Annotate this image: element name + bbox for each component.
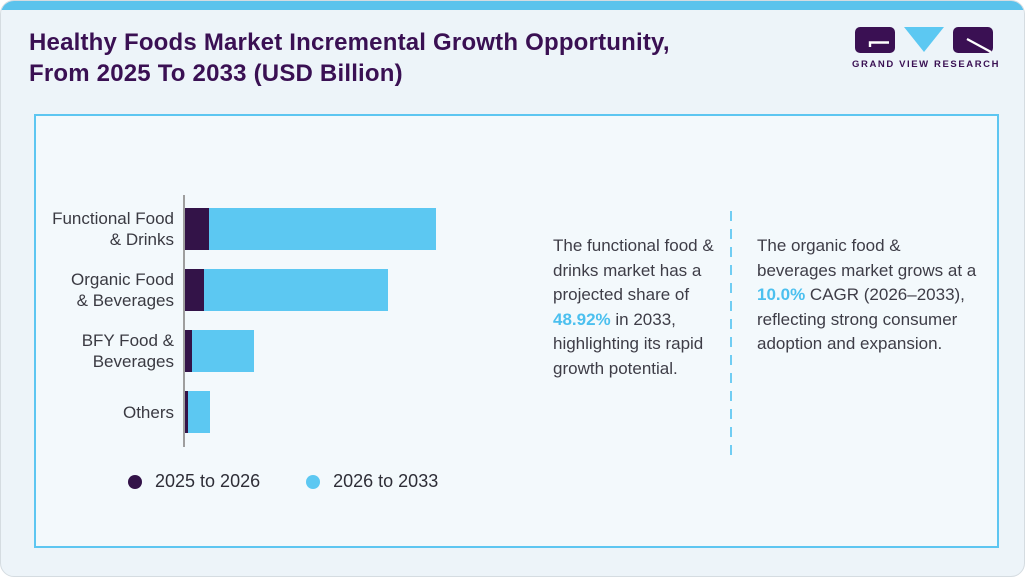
bar-track	[185, 391, 210, 433]
insight-highlight-cagr: 10.0%	[757, 285, 806, 304]
legend-dot	[306, 474, 321, 489]
page-title: Healthy Foods Market Incremental Growth …	[29, 29, 670, 87]
chart-panel: Functional Food & Drinks Organic Food & B…	[34, 114, 999, 548]
insight-organic-food: The organic food & beverages market grow…	[757, 234, 977, 357]
legend-label: 2026 to 2033	[333, 471, 439, 491]
top-accent-strip	[1, 1, 1024, 10]
bar-chart: Functional Food & Drinks Organic Food & B…	[51, 195, 436, 447]
bar-segment-2025-to-2026	[185, 208, 209, 250]
category-label: BFY Food & Beverages	[81, 331, 174, 371]
brand-logo: GRAND VIEW RESEARCH	[852, 27, 1001, 70]
legend-label: 2025 to 2026	[155, 471, 261, 491]
legend-item-2025-to-2026: 2025 to 2026	[128, 471, 260, 492]
category-label: Organic Food & Beverages	[71, 270, 174, 310]
chart-row: Functional Food & Drinks	[51, 208, 436, 250]
insight-highlight-share: 48.92%	[553, 309, 611, 329]
gvr-logo-icon	[854, 27, 993, 53]
chart-row: Others	[51, 391, 436, 433]
bar-track	[185, 208, 436, 250]
bar-segment-2026-to-2033	[192, 330, 254, 372]
dashed-divider	[730, 211, 732, 461]
brand-name: GRAND VIEW RESEARCH	[852, 59, 1001, 70]
legend-item-2026-to-2033: 2026 to 2033	[306, 471, 438, 492]
bar-segment-2026-to-2033	[188, 391, 210, 433]
bar-track	[185, 269, 388, 311]
bar-segment-2025-to-2026	[185, 330, 192, 372]
bar-segment-2025-to-2026	[185, 269, 204, 311]
legend-dot	[128, 474, 142, 489]
chart-rows: Functional Food & Drinks Organic Food & B…	[51, 195, 436, 447]
bar-segment-2025-to-2026	[185, 391, 188, 433]
category-axis-line	[183, 195, 185, 447]
insight-text: The functional food & drinks market has …	[553, 236, 714, 304]
bar-segment-2026-to-2033	[204, 269, 388, 311]
insight-text: The organic food & beverages market grow…	[757, 236, 977, 280]
insight-text: in 2033, highlighting its rapid growth p…	[553, 309, 704, 378]
insight-text: CAGR (2026–2033), reflecting strong cons…	[757, 285, 965, 353]
chart-legend: 2025 to 2026 2026 to 2033	[128, 471, 438, 492]
bar-track	[185, 330, 254, 372]
insight-functional-food: The functional food & drinks market has …	[553, 234, 721, 381]
bar-segment-2026-to-2033	[209, 208, 436, 250]
category-label: Others	[122, 402, 174, 422]
chart-row: Organic Food & Beverages	[51, 269, 436, 311]
chart-row: BFY Food & Beverages	[51, 330, 436, 372]
category-label: Functional Food & Drinks	[52, 209, 174, 249]
